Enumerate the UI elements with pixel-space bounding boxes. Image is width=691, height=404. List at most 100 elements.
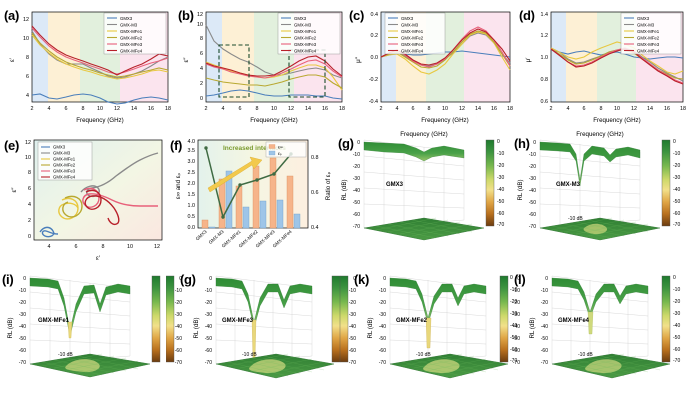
- legend-item-3: GMX-MFe2: [637, 35, 660, 40]
- svg-text:-0.2: -0.2: [369, 77, 378, 83]
- svg-text:2: 2: [205, 106, 208, 112]
- panel-e-svg: 4 6 8 10 12 0 2 4 6 8 10 12 ε′ ε″: [11, 139, 163, 262]
- svg-text:12: 12: [154, 244, 160, 250]
- svg-text:14: 14: [475, 106, 481, 112]
- legend-item-1: GMX-M3: [294, 22, 312, 27]
- panel-j-colorbar: [331, 275, 341, 363]
- legend-item-0: GMX3: [294, 16, 307, 21]
- svg-text:-40: -40: [541, 324, 548, 330]
- svg-text:0: 0: [28, 234, 31, 240]
- panel-h-xaxis-title: Frequency (GHz): [576, 131, 623, 138]
- legend-item-4: GMX-MFe3: [120, 42, 143, 47]
- svg-text:-10: -10: [673, 287, 680, 293]
- svg-text:4: 4: [26, 93, 29, 99]
- panel-b-yaxis-label: ε″: [183, 57, 190, 63]
- panel-l-colorbar-ticks: 0 -10 -20 -30 -40 -50 -60 -70: [673, 275, 680, 364]
- svg-text:-10: -10: [513, 288, 520, 294]
- svg-text:-70: -70: [19, 360, 26, 366]
- panel-l-contour-label: -10 dB: [578, 352, 593, 358]
- panel-l-deep-column: [587, 311, 594, 335]
- panel-b-dashed-boxes: [218, 44, 326, 98]
- panel-k-colorbar: [499, 275, 509, 363]
- panel-a-curves: [31, 25, 169, 105]
- svg-text:-60: -60: [541, 348, 548, 354]
- svg-text:4: 4: [48, 106, 51, 112]
- legend-item-5: GMX-MFe4: [294, 48, 317, 53]
- panel-l-sample-label: GMX-MFe4: [558, 318, 590, 324]
- panel-k-zticks: 0 -10 -20 -30 -40 -50 -60 -70: [379, 276, 386, 366]
- svg-text:-20: -20: [541, 300, 548, 306]
- panel-g-colorbar-ticks: 0 -10 -20 -30 -40 -50 -60 -70: [497, 139, 504, 228]
- panel-b-yticks: 0 2 4 6 8 10 12: [197, 12, 203, 102]
- svg-text:-10: -10: [510, 287, 517, 293]
- svg-text:-30: -30: [510, 311, 517, 317]
- panel-a-svg: 2 4 6 8 10 12 14 16 18 4 6 8 10 12 Frequ…: [9, 11, 171, 124]
- svg-text:0: 0: [353, 276, 356, 282]
- panel-h-svg: Frequency (GHz) RL (dB) 0 -10 -20 -30 -40 -…: [517, 131, 680, 241]
- svg-text:-20: -20: [19, 300, 26, 306]
- panel-j-zticks: 0 -10 -20 -30 -40 -50 -60 -70: [205, 276, 212, 366]
- svg-text:-70: -70: [673, 222, 680, 228]
- svg-text:12: 12: [459, 106, 465, 112]
- svg-text:18: 18: [339, 106, 345, 112]
- legend-item-3: GMX-MFe2: [53, 163, 76, 168]
- svg-text:6: 6: [26, 74, 29, 80]
- svg-text:-60: -60: [673, 347, 680, 353]
- svg-text:-30: -30: [175, 312, 182, 318]
- svg-text:-10: -10: [205, 288, 212, 294]
- panel-f-yticks-right: 0.4 0.6 0.8: [311, 155, 319, 231]
- svg-text:0.5: 0.5: [188, 214, 196, 220]
- panel-i-zticks: 0 -10 -20 -30 -40 -50 -60 -70: [19, 276, 26, 366]
- svg-text:4: 4: [48, 244, 51, 250]
- panel-e-xaxis-label: ε′: [96, 255, 101, 262]
- svg-text:0: 0: [200, 96, 203, 102]
- svg-text:-50: -50: [19, 336, 26, 342]
- svg-text:GMX3: GMX3: [195, 229, 208, 242]
- svg-text:-10: -10: [353, 152, 360, 158]
- svg-text:6: 6: [200, 51, 203, 57]
- panel-h: Frequency (GHz) RL (dB) 0 -10 -20 -30 -40 -…: [512, 128, 691, 262]
- svg-text:1.0: 1.0: [541, 55, 549, 61]
- svg-text:0.2: 0.2: [371, 33, 379, 39]
- svg-text:12: 12: [23, 17, 29, 23]
- svg-text:0.4: 0.4: [371, 12, 379, 18]
- panel-g-xaxis-title: Frequency (GHz): [400, 131, 447, 138]
- svg-text:-10: -10: [529, 152, 536, 158]
- panel-d-legend: GMX3 GMX-M3 GMX-MFe1 GMX-MFe2 GMX-MFe3 G…: [620, 12, 682, 55]
- panel-e-label: (e): [4, 138, 19, 153]
- panel-k-contour-label: -10 dB: [416, 352, 431, 358]
- svg-text:-10: -10: [497, 151, 504, 157]
- svg-text:6: 6: [412, 106, 415, 112]
- svg-text:1.2: 1.2: [541, 33, 549, 39]
- svg-text:0: 0: [545, 276, 548, 282]
- svg-text:-50: -50: [349, 336, 356, 342]
- panel-c: 2 4 6 8 10 12 14 16 18 -0.4 -0.2 0.0 0.2…: [345, 0, 517, 128]
- panel-b-svg: 2 4 6 8 10 12 14 16 18 0 2 4 6 8 10 12 F…: [183, 11, 345, 124]
- panel-g: Frequency (GHz) RL (dB) 0 -10 -20 -30 -40 -…: [336, 128, 514, 262]
- panel-g-label: (g): [338, 136, 354, 151]
- svg-text:-40: -40: [673, 187, 680, 193]
- legend-item-0: GMX3: [637, 16, 650, 21]
- panel-l-floor-grid: [563, 353, 661, 377]
- svg-text:8: 8: [600, 106, 603, 112]
- panel-e-yticks: 0 2 4 6 8 10 12: [25, 140, 31, 240]
- svg-text:0: 0: [23, 276, 26, 282]
- svg-text:-20: -20: [513, 300, 520, 306]
- panel-d-xaxis-label: Frequency (GHz): [593, 117, 640, 124]
- svg-text:-70: -70: [175, 360, 182, 366]
- svg-text:12: 12: [631, 106, 637, 112]
- svg-text:4: 4: [200, 66, 203, 72]
- legend-item-5: GMX-MFe4: [401, 48, 424, 53]
- svg-text:-40: -40: [379, 324, 386, 330]
- svg-text:GMX-MFe4: GMX-MFe4: [272, 229, 293, 249]
- svg-text:12: 12: [114, 106, 120, 112]
- svg-text:-70: -70: [205, 360, 212, 366]
- svg-text:-30: -30: [673, 311, 680, 317]
- panel-f-annotation: Increased interfaces: [207, 145, 286, 193]
- svg-text:-30: -30: [529, 176, 536, 182]
- svg-text:10: 10: [271, 106, 277, 112]
- panel-f-legend: ε∞ εₚ: [265, 141, 307, 158]
- svg-text:10: 10: [97, 106, 103, 112]
- panel-g-zticks: 0 -10 -20 -30 -40 -50 -60 -70: [353, 140, 360, 230]
